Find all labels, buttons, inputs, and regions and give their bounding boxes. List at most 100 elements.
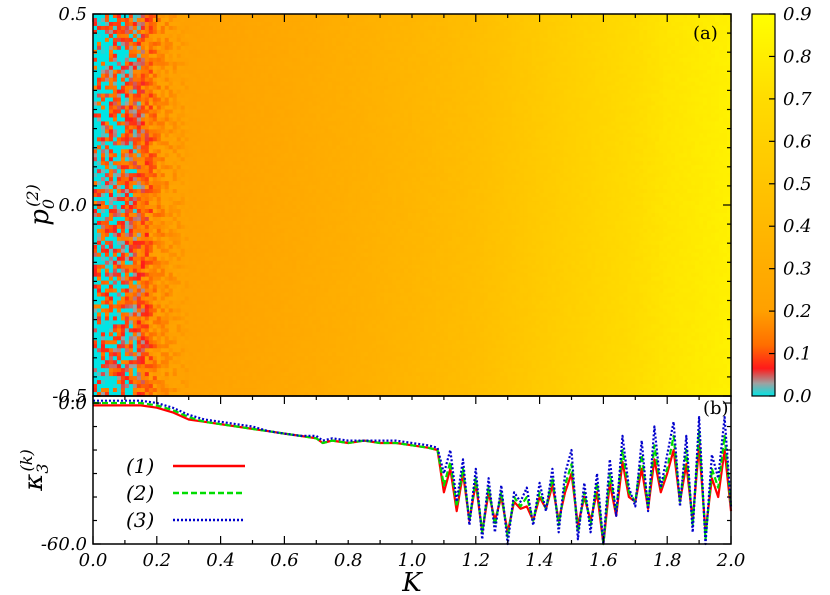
heatmap-cell bbox=[244, 33, 250, 39]
heatmap-cell bbox=[220, 173, 226, 178]
heatmap-cell bbox=[112, 129, 118, 134]
heatmap-cell bbox=[144, 109, 150, 115]
heatmap-cell bbox=[208, 224, 214, 230]
heatmap-cell bbox=[96, 244, 102, 250]
heatmap-cell bbox=[264, 312, 270, 318]
heatmap-cell bbox=[232, 268, 238, 274]
heatmap-cell bbox=[140, 93, 146, 99]
heatmap-cell bbox=[140, 141, 146, 146]
heatmap-cell bbox=[140, 14, 146, 19]
heatmap-cell bbox=[288, 252, 293, 258]
heatmap-cell bbox=[132, 161, 138, 166]
heatmap-cell bbox=[200, 89, 206, 95]
heatmap-cell bbox=[204, 121, 210, 127]
heatmap-cell bbox=[184, 336, 190, 341]
heatmap-cell bbox=[228, 384, 234, 389]
heatmap-cell bbox=[232, 252, 238, 258]
heatmap-cell bbox=[292, 332, 297, 337]
heatmap-cell bbox=[272, 368, 278, 373]
heatmap-cell bbox=[112, 256, 118, 262]
heatmap-cell bbox=[284, 256, 289, 262]
heatmap-cell bbox=[208, 212, 214, 218]
heatmap-cell bbox=[284, 113, 289, 119]
heatmap-cell bbox=[104, 208, 110, 214]
heatmap-cell bbox=[240, 69, 246, 75]
heatmap-cell bbox=[144, 212, 150, 218]
heatmap-cell bbox=[260, 224, 266, 230]
heatmap-cell bbox=[276, 109, 282, 115]
heatmap-cell bbox=[120, 236, 126, 242]
heatmap-cell bbox=[216, 17, 222, 23]
heatmap-cell bbox=[160, 228, 166, 234]
heatmap-cell bbox=[196, 228, 202, 234]
heatmap-cell bbox=[172, 220, 178, 226]
heatmap-cell bbox=[244, 17, 250, 23]
heatmap-cell bbox=[140, 161, 146, 166]
heatmap-cell bbox=[152, 248, 158, 254]
heatmap-cell bbox=[216, 244, 222, 250]
heatmap-cell bbox=[204, 276, 210, 282]
heatmap-cell bbox=[180, 205, 186, 210]
heatmap-cell bbox=[252, 61, 258, 67]
heatmap-cell bbox=[136, 117, 142, 123]
heatmap-cell bbox=[260, 344, 266, 349]
heatmap-cell bbox=[184, 105, 190, 111]
heatmap-cell bbox=[120, 153, 126, 158]
heatmap-cell bbox=[220, 169, 226, 174]
heatmap-cell bbox=[284, 185, 289, 190]
heatmap-cell bbox=[128, 17, 134, 23]
heatmap-cell bbox=[228, 141, 234, 146]
heatmap-cell bbox=[172, 316, 178, 321]
heatmap-cell bbox=[212, 85, 218, 91]
heatmap-cell bbox=[132, 125, 138, 130]
heatmap-cell bbox=[244, 268, 250, 274]
heatmap-cell bbox=[208, 33, 214, 39]
heatmap-cell bbox=[128, 224, 134, 230]
heatmap-cell bbox=[256, 65, 262, 71]
heatmap-cell bbox=[284, 388, 289, 393]
heatmap-cell bbox=[172, 256, 178, 262]
heatmap-cell bbox=[184, 201, 190, 206]
heatmap-cell bbox=[100, 212, 106, 218]
heatmap-cell bbox=[144, 49, 150, 55]
heatmap-cell bbox=[192, 248, 198, 254]
heatmap-cell bbox=[116, 93, 122, 99]
heatmap-cell bbox=[132, 129, 138, 134]
heatmap-cell bbox=[208, 65, 214, 71]
heatmap-cell bbox=[284, 288, 289, 294]
heatmap-cell bbox=[208, 256, 214, 262]
heatmap-cell bbox=[248, 177, 254, 182]
heatmap-cell bbox=[212, 97, 218, 103]
heatmap-cell bbox=[96, 324, 102, 329]
heatmap-cell bbox=[236, 153, 242, 158]
heatmap-cell bbox=[184, 177, 190, 182]
heatmap-cell bbox=[100, 137, 106, 142]
heatmap-cell bbox=[116, 33, 122, 39]
heatmap-cell bbox=[208, 49, 214, 55]
heatmap-cell bbox=[116, 352, 122, 357]
heatmap-cell bbox=[128, 208, 134, 214]
heatmap-cell bbox=[280, 292, 285, 298]
heatmap-cell bbox=[264, 292, 270, 298]
heatmap-cell bbox=[188, 312, 194, 318]
heatmap-cell bbox=[144, 37, 150, 43]
heatmap-cell bbox=[176, 113, 182, 119]
heatmap-cell bbox=[224, 21, 230, 27]
heatmap-cell bbox=[276, 157, 282, 162]
heatmap-cell bbox=[264, 264, 270, 270]
heatmap-cell bbox=[120, 376, 126, 381]
heatmap-cell bbox=[164, 201, 170, 206]
heatmap-cell bbox=[216, 173, 222, 178]
heatmap-cell bbox=[280, 388, 285, 393]
heatmap-cell bbox=[236, 77, 242, 83]
heatmap-cell bbox=[152, 181, 158, 186]
heatmap-cell bbox=[296, 248, 301, 254]
heatmap-cell bbox=[180, 212, 186, 218]
heatmap-cell bbox=[132, 137, 138, 142]
heatmap-cell bbox=[196, 296, 202, 302]
heatmap-cell bbox=[164, 364, 170, 369]
heatmap-cell bbox=[232, 145, 238, 150]
heatmap-cell bbox=[164, 61, 170, 67]
heatmap-cell bbox=[288, 89, 293, 95]
heatmap-cell bbox=[284, 264, 289, 270]
